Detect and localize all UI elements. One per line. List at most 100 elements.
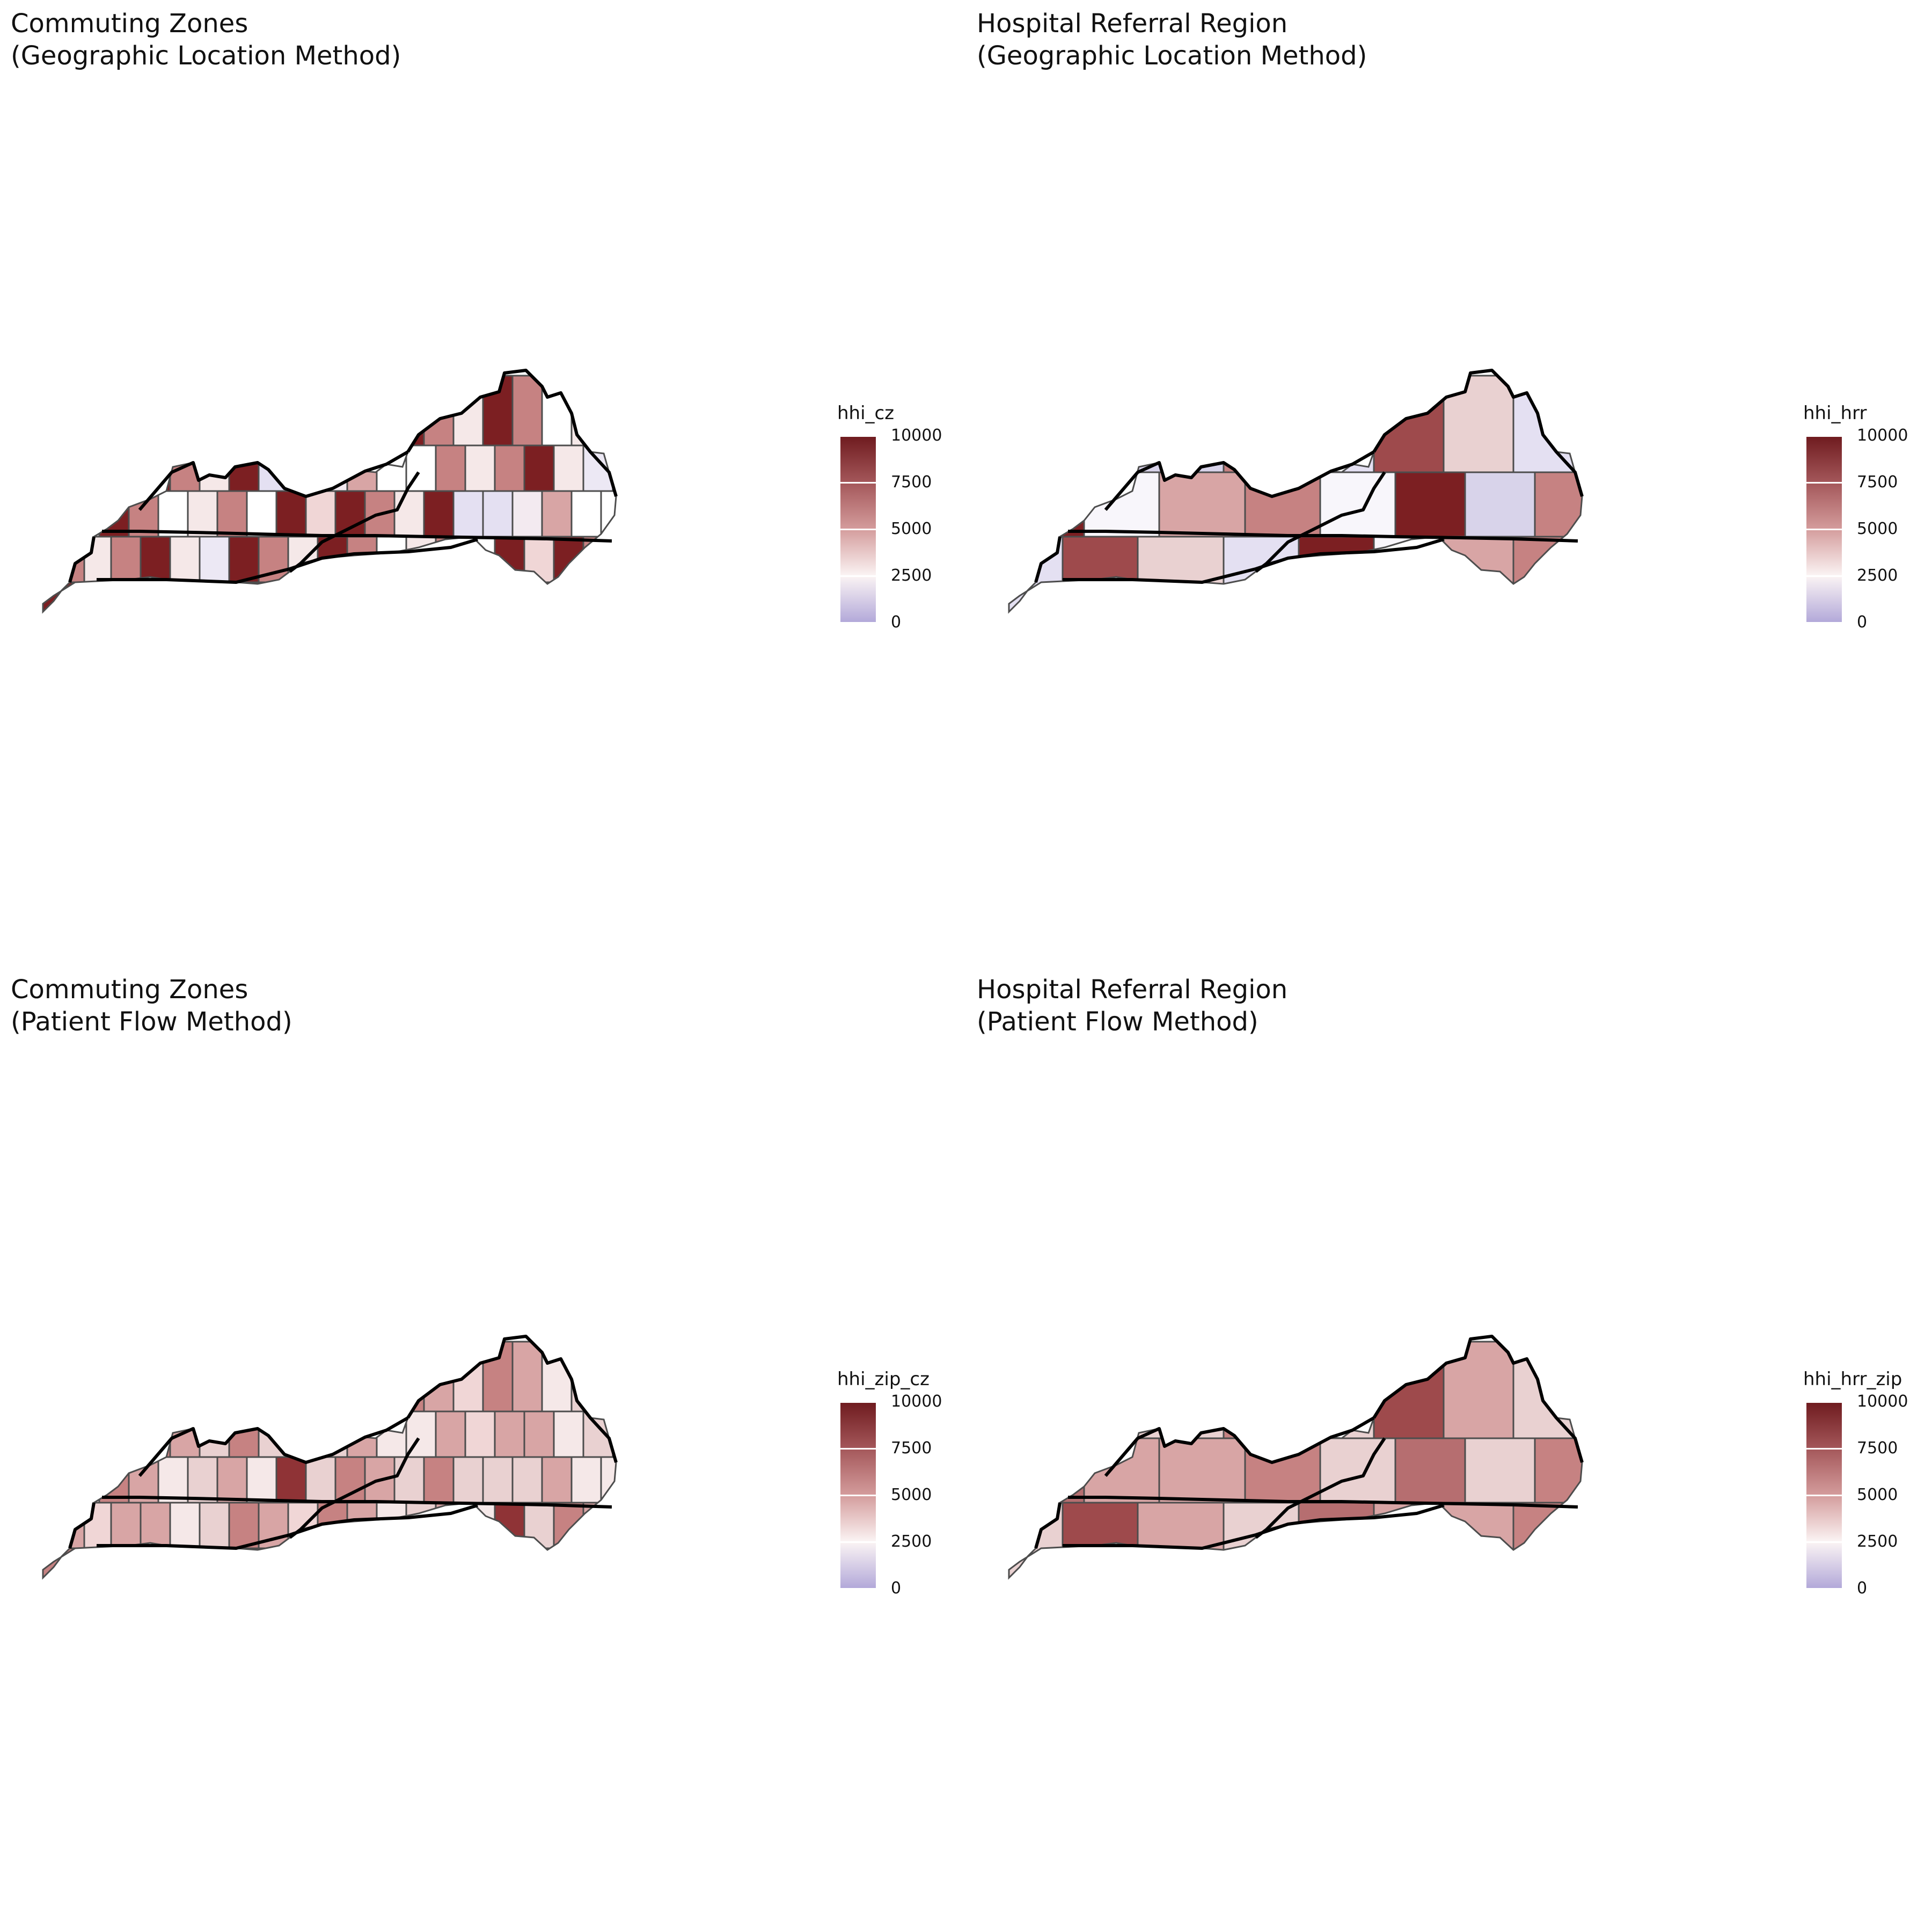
region-polygon: [43, 375, 74, 447]
region-polygon: [452, 1341, 484, 1413]
panel-title: Commuting Zones (Geographic Location Met…: [11, 9, 401, 71]
region-polygon: [452, 1456, 484, 1504]
region-polygon: [110, 444, 142, 492]
region-polygon: [169, 536, 201, 583]
region-polygon: [393, 581, 425, 612]
legend-tick: [1806, 1448, 1842, 1450]
state-border: [1104, 1416, 1375, 1477]
region-polygon: [157, 490, 189, 538]
legend-tick-label: 2500: [1857, 1532, 1898, 1551]
region-polygon: [1464, 471, 1536, 538]
region-polygon: [452, 375, 484, 447]
region-polygon: [511, 375, 543, 447]
region-polygon: [364, 1547, 396, 1578]
region-polygon: [246, 581, 277, 612]
panel-title: Hospital Referral Region (Geographic Loc…: [977, 9, 1367, 71]
region-polygon: [541, 375, 573, 447]
region-polygon: [523, 444, 555, 492]
region-polygon: [553, 536, 584, 583]
region-polygon: [187, 1341, 218, 1413]
legend-tick: [840, 1495, 876, 1496]
panel-hrr-geographic: Hospital Referral Region (Geographic Loc…: [966, 0, 1932, 966]
region-polygon: [1062, 536, 1139, 612]
state-border: [1255, 471, 1386, 573]
region-polygon: [511, 581, 543, 612]
region-polygon: [541, 581, 573, 612]
region-polygon: [275, 375, 307, 447]
legend-tick: [840, 1588, 876, 1590]
region-polygon: [83, 444, 112, 492]
region-polygon: [1394, 471, 1466, 538]
region-polygon: [511, 1341, 543, 1413]
region-polygon: [452, 581, 484, 612]
region-polygon: [482, 490, 514, 538]
region-polygon: [364, 375, 396, 447]
region-polygon: [1512, 375, 1582, 473]
region-polygon: [612, 444, 616, 492]
legend-tick: [840, 529, 876, 530]
region-polygon: [1443, 375, 1514, 473]
region-polygon: [228, 536, 260, 583]
region-polygon: [346, 536, 378, 583]
panel-cz-geographic: Commuting Zones (Geographic Location Met…: [0, 0, 966, 966]
region-polygon: [157, 375, 189, 447]
region-polygon: [287, 1410, 319, 1458]
region-polygon: [1137, 1341, 1225, 1439]
color-legend: hhi_cz 10000 7500 5000 2500 0: [837, 402, 966, 644]
region-polygon: [582, 1502, 614, 1549]
region-polygon: [570, 490, 602, 538]
region-polygon: [1319, 1437, 1396, 1504]
region-polygon: [71, 1456, 100, 1504]
region-polygon: [1223, 536, 1300, 612]
region-polygon: [541, 490, 573, 538]
region-polygon: [275, 490, 307, 538]
legend-tick-label: 0: [891, 1579, 902, 1598]
region-polygon: [482, 375, 514, 447]
state-border: [406, 369, 618, 497]
region-polygon: [423, 1547, 455, 1578]
region-polygon: [1137, 375, 1225, 473]
region-polygon: [140, 536, 171, 583]
region-polygon: [305, 581, 336, 612]
region-polygon: [570, 581, 602, 612]
region-polygon: [157, 581, 189, 612]
state-border: [1034, 1502, 1062, 1549]
region-polygon: [275, 1547, 307, 1578]
state-border: [406, 1335, 618, 1463]
region-polygon: [71, 1341, 100, 1413]
region-polygon: [553, 1410, 584, 1458]
region-polygon: [305, 1341, 336, 1413]
color-legend: hhi_hrr_zip 10000 7500 5000 2500 0: [1803, 1368, 1932, 1610]
region-polygon: [1009, 1341, 1064, 1439]
legend-tick-label: 0: [891, 613, 902, 632]
region-polygon: [1373, 375, 1445, 473]
region-polygon: [140, 1410, 171, 1458]
region-polygon: [494, 444, 525, 492]
state-border: [1063, 538, 1444, 584]
panel-hrr-patient-flow: Hospital Referral Region (Patient Flow M…: [966, 966, 1932, 1932]
region-polygon: [187, 1547, 218, 1578]
region-polygon: [216, 581, 248, 612]
legend-tick: [1806, 435, 1842, 437]
region-polygon: [494, 536, 525, 583]
region-polygon: [464, 444, 496, 492]
region-polygon: [393, 490, 425, 538]
region-polygon: [98, 581, 130, 612]
region-polygon: [187, 375, 218, 447]
state-border: [1034, 536, 1062, 583]
region-polygon: [275, 581, 307, 612]
region-polygon: [169, 1502, 201, 1549]
state-border: [138, 1416, 409, 1477]
region-polygon: [334, 581, 366, 612]
region-polygon: [494, 1410, 525, 1458]
region-polygon: [83, 1502, 112, 1549]
region-polygon: [334, 1547, 366, 1578]
legend-tick: [840, 622, 876, 624]
state-border: [1068, 530, 1578, 543]
state-border: [1063, 1504, 1444, 1550]
region-polygon: [246, 1456, 277, 1504]
state-border: [1255, 1437, 1386, 1539]
region-polygon: [1083, 1437, 1160, 1504]
region-polygon: [157, 1341, 189, 1413]
region-polygon: [452, 490, 484, 538]
